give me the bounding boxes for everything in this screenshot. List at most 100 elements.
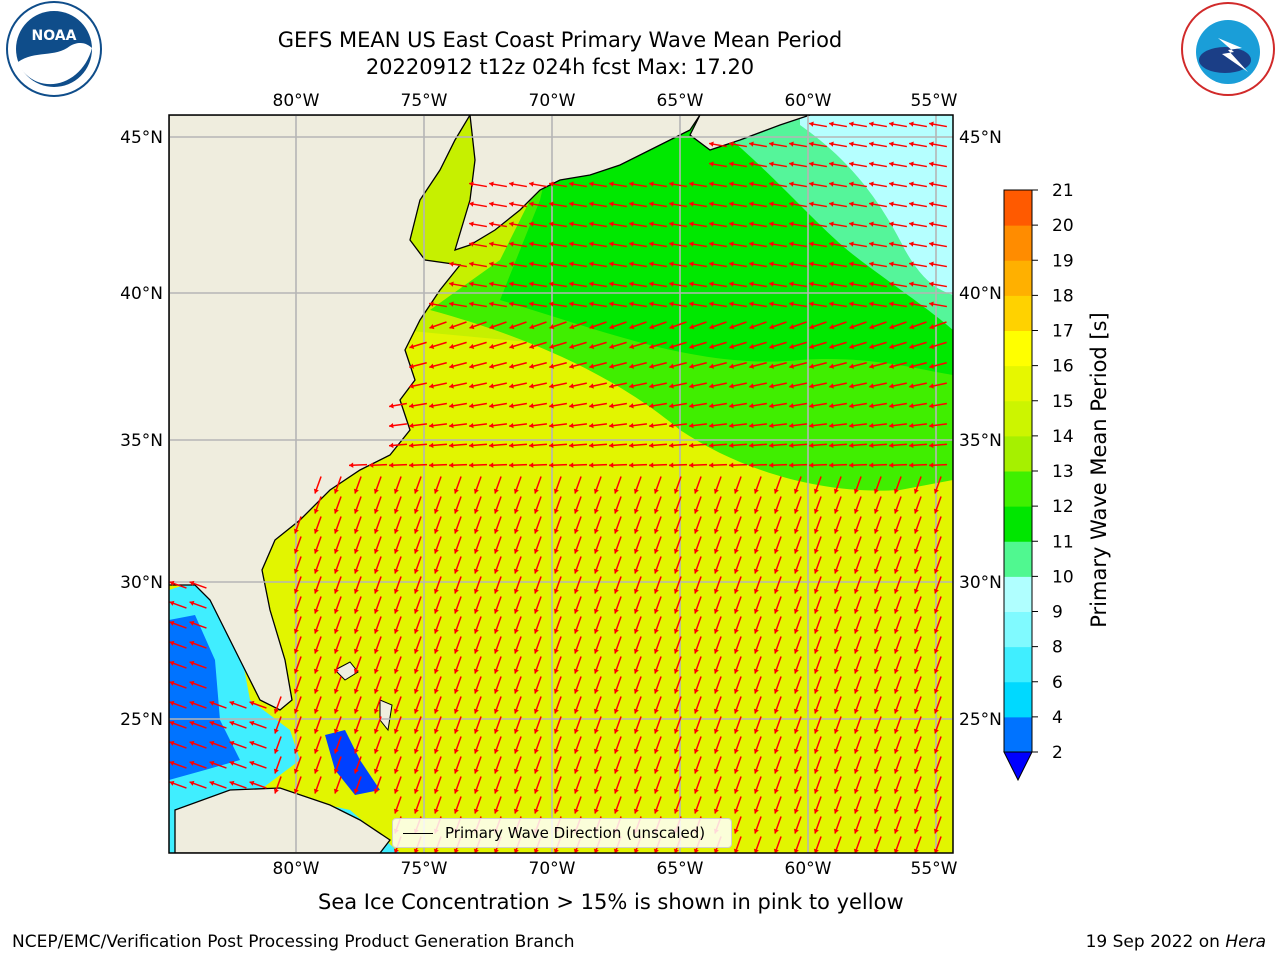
wave-arrow-head (773, 608, 779, 614)
wave-arrow-head (673, 608, 679, 614)
wave-arrow-head (493, 508, 499, 514)
wave-arrow-head (293, 608, 299, 614)
wave-arrow-head (689, 241, 694, 247)
lon-label-bottom-4: 60°W (785, 859, 832, 879)
wave-arrow-head (469, 201, 474, 207)
wave-arrow-head (429, 383, 434, 389)
colorbar-tick-label: 11 (1052, 532, 1074, 552)
wave-arrow-head (373, 508, 379, 514)
wave-arrow-head (669, 343, 675, 349)
wave-arrow-head (793, 508, 799, 514)
wave-arrow-head (273, 788, 279, 794)
wave-arrow-head (649, 201, 654, 207)
wave-arrow-head (189, 640, 195, 646)
wave-arrow-head (633, 768, 639, 774)
wave-arrow-head (853, 688, 859, 694)
axis-labels: 80°W 75°W 70°W 65°W 60°W 55°W 80°W 75°W … (120, 91, 1002, 879)
wave-arrow-head (673, 568, 679, 574)
colorbar-segment (1004, 681, 1032, 718)
wave-arrow-head (629, 241, 634, 247)
wave-arrow-head (693, 768, 699, 774)
wave-arrow-head (789, 442, 794, 449)
wave-arrow-head (553, 628, 559, 634)
wave-arrow-head (773, 788, 779, 794)
wave-arrow-head (553, 788, 559, 794)
wave-arrow-head (729, 141, 734, 147)
wave-arrow-head (493, 588, 499, 594)
wave-arrow-head (869, 403, 874, 409)
wave-arrow-head (709, 281, 714, 287)
wave-arrow-head (413, 688, 419, 694)
wave-arrow-head (733, 828, 739, 834)
wave-arrow-head (573, 788, 579, 794)
wave-arrow-head (749, 141, 754, 147)
lon-label-bottom-1: 75°W (401, 859, 448, 879)
wave-arrow-head (873, 588, 879, 594)
wave-arrow-head (473, 848, 479, 853)
wave-arrow-head (813, 728, 819, 734)
wave-arrow-head (713, 688, 719, 694)
wave-arrow-head (373, 688, 379, 694)
wave-arrow-head (449, 261, 454, 267)
wave-arrow-head (313, 608, 319, 614)
wave-arrow-head (593, 848, 599, 853)
wave-arrow-head (333, 488, 339, 494)
wave-arrow-head (889, 241, 894, 247)
wave-arrow-head (393, 768, 399, 774)
wave-arrow-head (509, 383, 514, 389)
noaa-logo-text: NOAA (32, 28, 77, 44)
wave-arrow-head (849, 343, 855, 349)
wave-arrow-head (773, 728, 779, 734)
wave-arrow-head (569, 301, 574, 307)
wave-arrow-head (733, 668, 739, 674)
wave-arrow-head (893, 628, 899, 634)
wave-arrow-head (393, 708, 399, 714)
wave-arrow-head (453, 668, 459, 674)
lon-label-top-5: 55°W (911, 91, 958, 111)
wave-arrow-head (453, 648, 459, 654)
wave-arrow-head (169, 720, 175, 726)
wave-arrow-head (189, 740, 195, 746)
wave-arrow-head (709, 301, 714, 307)
wave-arrow-head (629, 422, 634, 429)
wave-arrow-head (533, 648, 539, 654)
wave-arrow-head (633, 848, 639, 853)
wave-arrow-head (533, 508, 539, 514)
wave-arrow-head (713, 488, 719, 494)
wave-arrow-head (509, 363, 515, 369)
wave-arrow-head (373, 588, 379, 594)
wave-arrow-head (673, 808, 679, 814)
wave-arrow-head (169, 680, 175, 686)
wave-arrow-head (849, 363, 855, 369)
wave-arrow-head (229, 780, 235, 786)
wave-arrow-head (629, 301, 634, 307)
wave-arrow-head (529, 241, 534, 247)
wave-arrow-head (773, 748, 779, 754)
wave-arrow-head (633, 648, 639, 654)
wave-arrow-head (789, 343, 795, 349)
wave-arrow-head (809, 141, 814, 147)
wave-arrow-head (729, 383, 734, 389)
wave-arrow-head (569, 403, 574, 409)
wave-arrow-head (889, 221, 894, 227)
wave-arrow-head (633, 608, 639, 614)
wave-arrow-head (869, 462, 874, 468)
wave-arrow-head (733, 628, 739, 634)
wave-arrow-head (209, 760, 215, 766)
wave-arrow-head (333, 508, 339, 514)
wave-arrow-head (493, 728, 499, 734)
wave-arrow-head (373, 748, 379, 754)
wave-arrow-head (693, 588, 699, 594)
wave-arrow-head (929, 241, 934, 247)
wave-arrow-head (409, 403, 414, 409)
wave-arrow-head (449, 383, 454, 389)
wave-arrow-head (589, 241, 594, 247)
wave-arrow-head (593, 688, 599, 694)
wave-arrow-head (393, 748, 399, 754)
wave-arrow-head (813, 688, 819, 694)
wave-arrow-head (429, 363, 435, 369)
wave-arrow-head (849, 181, 854, 187)
wave-arrow-head (353, 688, 359, 694)
wave-arrow-head (529, 403, 534, 409)
wave-arrow-head (549, 422, 554, 429)
